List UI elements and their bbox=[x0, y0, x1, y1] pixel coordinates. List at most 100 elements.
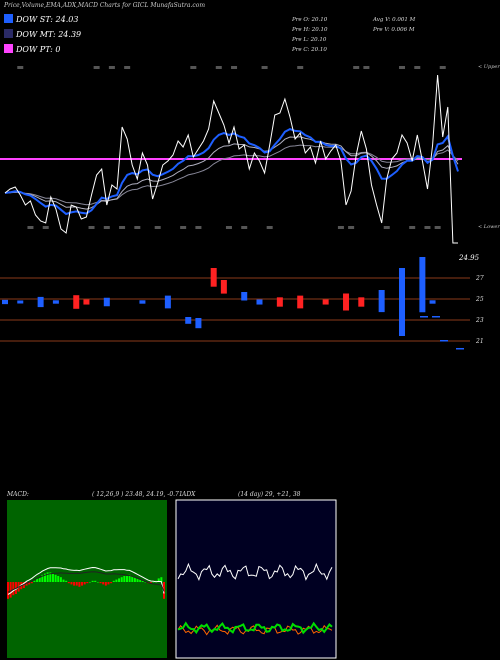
adx-panel bbox=[175, 499, 337, 659]
macd-hist-bar-13 bbox=[41, 574, 44, 582]
date-label-bottom-0 bbox=[27, 226, 34, 229]
macd-hist-bar-10 bbox=[33, 580, 36, 582]
date-label-bottom-11 bbox=[266, 226, 273, 229]
date-label-bottom-15 bbox=[409, 226, 416, 229]
macd-hist-bar-36 bbox=[102, 582, 105, 585]
date-label-top-11 bbox=[399, 66, 406, 69]
legend-swatch-mt bbox=[4, 29, 13, 38]
volume-bar-12 bbox=[220, 280, 227, 294]
macd-hist-bar-15 bbox=[46, 572, 49, 582]
macd-content bbox=[7, 566, 165, 599]
volume-bar-3 bbox=[52, 300, 59, 304]
macd-hist-bar-37 bbox=[104, 582, 107, 586]
date-label-bottom-6 bbox=[154, 226, 161, 229]
legend-dow-st: DOW ST: 24.03 bbox=[4, 14, 78, 24]
y-tick-21: 21 bbox=[476, 338, 484, 345]
volume-bars bbox=[2, 257, 464, 350]
adx-di-plus-line bbox=[177, 621, 333, 635]
macd-hist-bar-45 bbox=[125, 576, 128, 582]
macd-hist-bar-39 bbox=[110, 582, 113, 584]
date-label-bottom-4 bbox=[119, 226, 126, 229]
macd-hist-bar-49 bbox=[136, 578, 139, 582]
adx-line bbox=[177, 562, 333, 582]
volume-bar-13 bbox=[241, 292, 248, 301]
prev-open: Pre O: 20.10 bbox=[292, 17, 328, 23]
macd-hist-bar-1 bbox=[9, 582, 12, 598]
macd-line bbox=[7, 566, 165, 595]
volume-bar-16 bbox=[297, 295, 304, 309]
date-label-bottom-1 bbox=[42, 226, 49, 229]
volume-bar-8 bbox=[164, 295, 171, 309]
macd-hist-bar-12 bbox=[38, 577, 41, 582]
macd-hist-bar-33 bbox=[94, 580, 97, 582]
date-label-bottom-5 bbox=[134, 226, 141, 229]
date-label-bottom-8 bbox=[195, 226, 202, 229]
macd-hist-bar-46 bbox=[128, 574, 131, 582]
date-label-top-5 bbox=[215, 66, 222, 69]
macd-hist-bar-41 bbox=[115, 579, 118, 582]
macd-hist-bar-28 bbox=[81, 582, 84, 586]
date-label-top-1 bbox=[93, 66, 100, 69]
macd-hist-bar-2 bbox=[12, 582, 15, 596]
macd-hist-bar-16 bbox=[49, 572, 52, 582]
macd-hist-bar-48 bbox=[133, 577, 136, 582]
date-label-bottom-2 bbox=[88, 226, 95, 229]
volume-bar-4 bbox=[73, 295, 80, 309]
volume-bar-6 bbox=[103, 297, 110, 307]
date-label-bottom-16 bbox=[424, 226, 431, 229]
macd-hist-bar-29 bbox=[83, 582, 86, 585]
date-label-bottom-3 bbox=[103, 226, 110, 229]
volume-bar-20 bbox=[378, 290, 385, 313]
macd-hist-bar-9 bbox=[30, 582, 33, 584]
prev-low: Pre L: 20.10 bbox=[292, 37, 327, 43]
volume-bar-9 bbox=[185, 317, 192, 324]
legend-swatch-pt bbox=[4, 44, 13, 53]
macd-hist-bar-35 bbox=[99, 582, 102, 584]
macd-hist-bar-24 bbox=[70, 582, 73, 585]
macd-hist-bar-22 bbox=[65, 580, 68, 582]
date-label-bottom-14 bbox=[383, 226, 390, 229]
macd-hist-bar-11 bbox=[36, 578, 39, 582]
volume-bar-15 bbox=[276, 297, 283, 307]
volume-bar-14 bbox=[256, 299, 263, 305]
date-label-bottom-12 bbox=[337, 226, 344, 229]
date-labels bbox=[17, 66, 446, 229]
macd-params: ( 12,26,9 ) 23.48, 24.19, -0.71 bbox=[92, 491, 183, 498]
volume-dash-3 bbox=[456, 348, 464, 350]
adx-params: (14 day) 29, +21, 38 bbox=[238, 491, 301, 498]
volume-bar-22 bbox=[419, 257, 426, 313]
macd-hist-bar-26 bbox=[75, 582, 78, 586]
macd-hist-bar-31 bbox=[88, 582, 91, 583]
macd-hist-bar-14 bbox=[44, 573, 47, 582]
date-label-top-4 bbox=[190, 66, 197, 69]
ema-mid-line-2 bbox=[4, 136, 459, 210]
macd-hist-bar-51 bbox=[141, 580, 144, 582]
macd-hist-bar-25 bbox=[73, 582, 76, 586]
macd-hist-bar-40 bbox=[112, 580, 115, 582]
date-label-bottom-7 bbox=[180, 226, 187, 229]
legend-dow-pt: DOW PT: 0 bbox=[4, 44, 61, 54]
legend-swatch-st bbox=[4, 14, 13, 23]
price-line bbox=[4, 74, 458, 244]
avg-volume: Avg V: 0.001 M bbox=[373, 17, 416, 23]
macd-hist-bar-47 bbox=[131, 576, 134, 582]
macd-hist-bar-54 bbox=[149, 582, 152, 584]
date-label-top-3 bbox=[124, 66, 131, 69]
volume-bar-0 bbox=[2, 299, 8, 305]
volume-bar-19 bbox=[358, 297, 365, 307]
y-tick-27: 27 bbox=[476, 275, 484, 282]
macd-hist-bar-20 bbox=[59, 577, 62, 582]
date-label-top-2 bbox=[108, 66, 115, 69]
lower-band-label: < Lower bbox=[478, 224, 500, 230]
macd-hist-bar-27 bbox=[78, 582, 81, 587]
volume-bar-1 bbox=[17, 300, 24, 304]
volume-dash-1 bbox=[432, 316, 440, 318]
macd-hist-bar-34 bbox=[96, 582, 99, 583]
price-lines bbox=[0, 74, 462, 244]
macd-hist-bar-32 bbox=[91, 580, 94, 582]
upper-band-label: < Upper bbox=[478, 64, 500, 70]
date-label-top-6 bbox=[231, 66, 238, 69]
volume-bar-2 bbox=[37, 296, 44, 308]
prev-volume: Pre V: 0.006 M bbox=[373, 27, 415, 33]
